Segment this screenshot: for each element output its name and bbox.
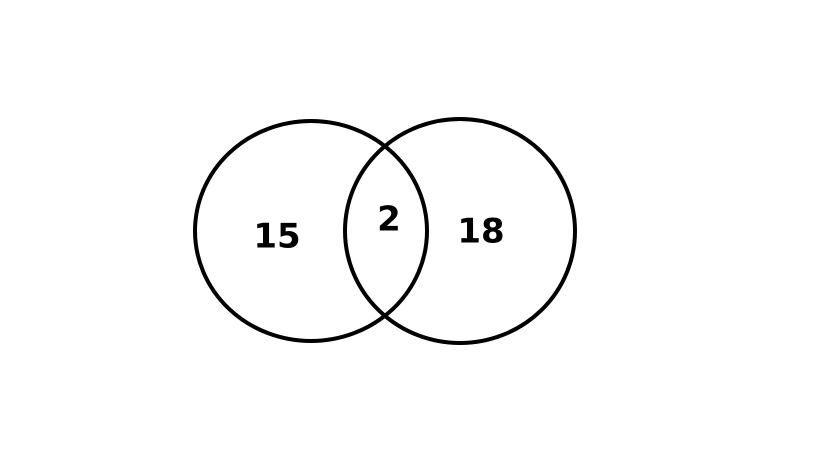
left-circle <box>193 119 429 343</box>
intersection-count: 2 <box>377 200 401 240</box>
right-only-count: 18 <box>457 212 504 252</box>
right-circle <box>343 117 577 345</box>
left-only-count: 15 <box>253 217 300 257</box>
